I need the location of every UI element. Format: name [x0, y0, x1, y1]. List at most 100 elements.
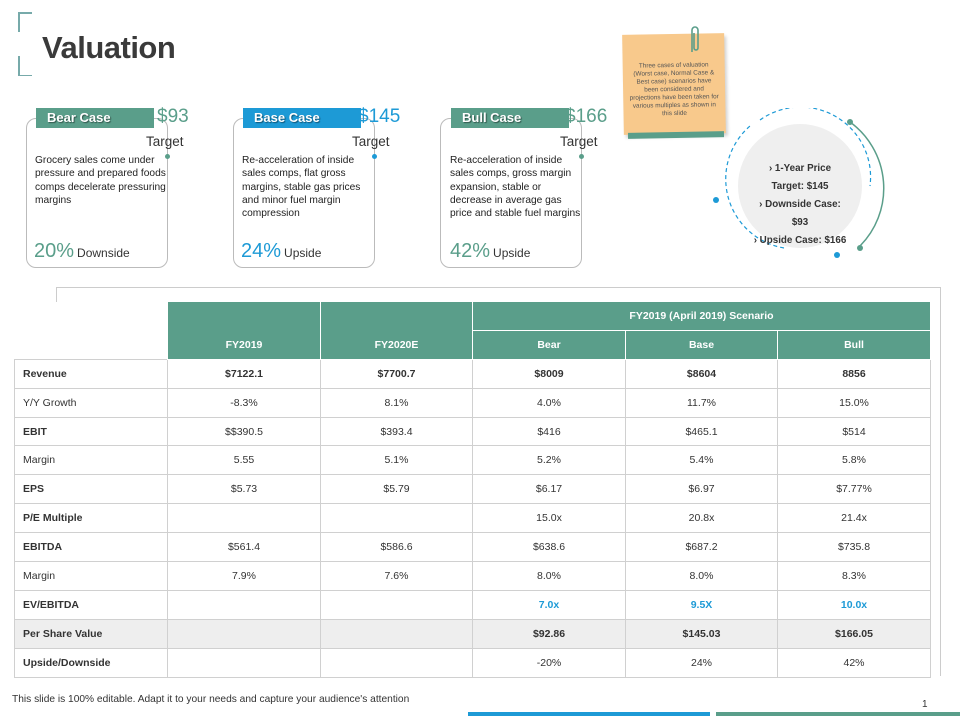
bear-case-pct-value: 20%	[34, 240, 75, 262]
table-cell: 4.0%	[472, 387, 626, 418]
table-cell: 20.8x	[625, 503, 778, 534]
table-cell: 11.7%	[625, 387, 778, 418]
table-frame-left	[56, 287, 57, 307]
table-cell: $$390.5	[167, 416, 321, 447]
page-number: 1	[922, 699, 928, 710]
footer-bar-blue	[468, 712, 710, 716]
header-fy2020e: FY2020E	[320, 301, 473, 360]
price-summary-line-4: $93	[791, 217, 809, 228]
table-cell: $8009	[472, 358, 626, 389]
row-label: Y/Y Growth	[14, 387, 168, 418]
table-cell: 8.3%	[777, 561, 931, 591]
table-cell: 7.6%	[320, 561, 473, 591]
table-cell: 8.1%	[320, 387, 473, 418]
table-cell: $145.03	[625, 618, 778, 649]
table-cell	[167, 618, 321, 649]
bull-case-pct-value: 42%	[450, 240, 491, 262]
valuation-table: FY2019 FY2020E FY2019 (April 2019) Scena…	[14, 301, 931, 678]
table-cell: $166.05	[777, 618, 931, 649]
table-cell: $7700.7	[320, 358, 473, 389]
base-case-percentage: 24% Upside	[241, 240, 321, 263]
base-case-connector-dot	[372, 154, 377, 159]
table-cell: $735.8	[777, 532, 931, 563]
table-cell	[320, 647, 473, 678]
bull-case-target-label: Target	[560, 134, 598, 149]
price-summary-line-3: › Downside Case:	[759, 199, 841, 210]
table-cell: $92.86	[472, 618, 626, 649]
table-row-ebitda-margin: Margin 7.9% 7.6% 8.0% 8.0% 8.3%	[14, 561, 931, 591]
table-cell	[320, 618, 473, 649]
table-cell	[320, 589, 473, 620]
table-cell: 5.4%	[625, 445, 778, 476]
table-cell: 5.2%	[472, 445, 626, 476]
base-case-price: $145	[358, 106, 401, 127]
bull-case-description: Re-acceleration of inside sales comps, g…	[450, 155, 581, 220]
table-cell	[167, 589, 321, 620]
table-cell: -8.3%	[167, 387, 321, 418]
table-cell: 24%	[625, 647, 778, 678]
row-label: Margin	[14, 561, 168, 591]
table-cell: $7.77%	[777, 474, 931, 505]
bear-case-connector-dot	[165, 154, 170, 159]
row-label: P/E Multiple	[14, 503, 168, 534]
table-cell: $465.1	[625, 416, 778, 447]
footer-bar-green	[716, 712, 960, 716]
table-cell: 9.5X	[625, 589, 778, 620]
price-summary-line-2: Target: $145	[771, 181, 829, 192]
table-row-margin: Margin 5.55 5.1% 5.2% 5.4% 5.8%	[14, 445, 931, 476]
table-cell: 7.0x	[472, 589, 626, 620]
table-row-upside-downside: Upside/Downside -20% 24% 42%	[14, 647, 931, 678]
table-row-ev-ebitda: EV/EBITDA 7.0x 9.5X 10.0x	[14, 589, 931, 620]
header-fy2019: FY2019	[167, 301, 321, 360]
bear-case-percentage: 20% Downside	[34, 240, 130, 263]
table-cell: $687.2	[625, 532, 778, 563]
bull-case-connector-dot	[579, 154, 584, 159]
table-cell: 42%	[777, 647, 931, 678]
table-cell: -20%	[472, 647, 626, 678]
table-cell: $5.73	[167, 474, 321, 505]
table-cell: 8.0%	[625, 561, 778, 591]
page-title: Valuation	[42, 30, 176, 65]
table-cell	[167, 647, 321, 678]
row-label: Upside/Downside	[14, 647, 168, 678]
bear-case-price: $93	[157, 106, 189, 127]
bear-case-target-label: Target	[146, 134, 184, 149]
table-cell	[320, 503, 473, 534]
base-case-target-label: Target	[352, 134, 390, 149]
table-cell: $6.17	[472, 474, 626, 505]
table-cell: 8856	[777, 358, 931, 389]
base-case-direction: Upside	[284, 246, 322, 260]
price-summary-line-5: › Upside Case: $166	[753, 235, 847, 246]
table-cell: 5.1%	[320, 445, 473, 476]
row-label: Margin	[14, 445, 168, 476]
table-row-pe-multiple: P/E Multiple 15.0x 20.8x 21.4x	[14, 503, 931, 534]
table-cell: $6.97	[625, 474, 778, 505]
table-cell: 15.0x	[472, 503, 626, 534]
table-cell: $638.6	[472, 532, 626, 563]
bull-case-badge: Bull Case	[451, 108, 569, 128]
table-cell: 8.0%	[472, 561, 626, 591]
table-cell: $586.6	[320, 532, 473, 563]
bear-case-description: Grocery sales come under pressure and pr…	[35, 155, 166, 206]
table-cell: 5.55	[167, 445, 321, 476]
paperclip-icon	[691, 26, 699, 52]
table-cell: $393.4	[320, 416, 473, 447]
table-cell: $5.79	[320, 474, 473, 505]
table-cell: 5.8%	[777, 445, 931, 476]
footer-note: This slide is 100% editable. Adapt it to…	[12, 694, 410, 705]
row-label: EBIT	[14, 416, 168, 447]
header-bull: Bull	[777, 329, 931, 360]
table-frame-top	[56, 287, 940, 288]
table-cell: $514	[777, 416, 931, 447]
row-label: EV/EBITDA	[14, 589, 168, 620]
table-row-revenue: Revenue $7122.1 $7700.7 $8009 $8604 8856	[14, 358, 931, 389]
base-case-pct-value: 24%	[241, 240, 282, 262]
bull-case-direction: Upside	[493, 246, 531, 260]
table-cell: 15.0%	[777, 387, 931, 418]
table-cell: $416	[472, 416, 626, 447]
table-cell: 7.9%	[167, 561, 321, 591]
corner-bracket-decoration	[18, 12, 32, 76]
header-base: Base	[625, 329, 778, 360]
table-cell: 21.4x	[777, 503, 931, 534]
table-cell: $7122.1	[167, 358, 321, 389]
